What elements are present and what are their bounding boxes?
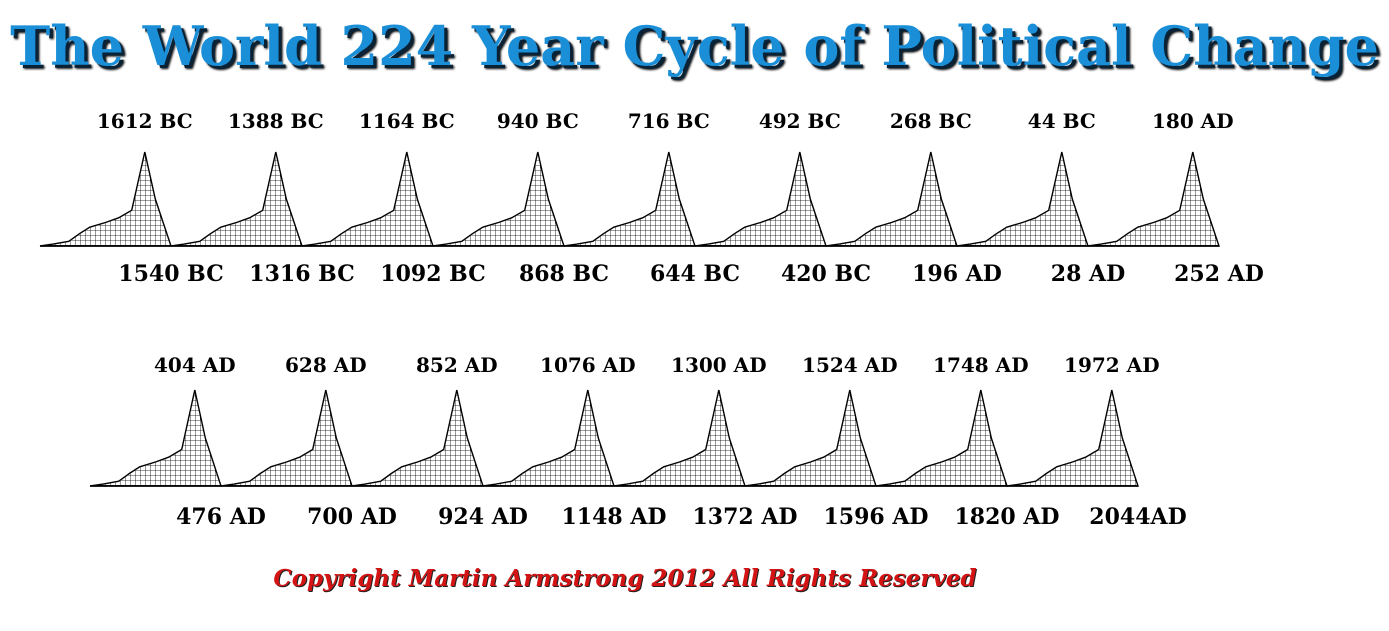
peak-label: 180 AD: [1152, 109, 1234, 133]
trough-label: 1540 BC: [118, 261, 223, 287]
trough-label: 1316 BC: [249, 261, 354, 287]
page-title: The World 224 Year Cycle of Political Ch…: [10, 14, 1379, 78]
trough-label: 924 AD: [438, 504, 528, 530]
peak-label: 940 BC: [497, 109, 579, 133]
peak-label: 404 AD: [154, 353, 236, 377]
cycle-wave: [694, 151, 827, 247]
peak-label: 1300 AD: [671, 353, 767, 377]
trough-label: 1372 AD: [692, 504, 797, 530]
trough-label: 1596 AD: [823, 504, 928, 530]
trough-label: 476 AD: [176, 504, 266, 530]
cycle-wave: [875, 389, 1008, 487]
cycle-wave: [613, 389, 746, 487]
peak-label: 268 BC: [890, 109, 972, 133]
trough-label: 644 BC: [650, 261, 740, 287]
cycle-row-2: 404 AD 476 AD 628 AD 700 AD 852 AD 924 AD 1076…: [89, 353, 1187, 530]
cycle-wave: [220, 389, 353, 487]
cycle-wave: [956, 151, 1089, 247]
copyright-notice: Copyright Martin Armstrong 2012 All Righ…: [273, 565, 977, 592]
cycle-wave: [351, 389, 484, 487]
cycle-wave: [89, 389, 222, 487]
cycle-wave: [170, 151, 303, 247]
cycle-wave: [744, 389, 877, 487]
peak-label: 852 AD: [416, 353, 498, 377]
cycle-wave: [432, 151, 565, 247]
cycle-wave: [482, 389, 615, 487]
peak-label: 1164 BC: [359, 109, 455, 133]
cycle-wave: [1006, 389, 1139, 487]
cycle-row-1: 1612 BC 1540 BC 1388 BC 1316 BC 1164 BC 1092 …: [39, 109, 1264, 287]
trough-label: 1148 AD: [561, 504, 666, 530]
cycle-wave: [301, 151, 434, 247]
peak-label: 44 BC: [1028, 109, 1096, 133]
peak-label: 628 AD: [285, 353, 367, 377]
cycle-wave: [1087, 151, 1220, 247]
peak-label: 716 BC: [628, 109, 710, 133]
cycle-wave: [39, 151, 172, 247]
trough-label: 420 BC: [781, 261, 871, 287]
peak-label: 1748 AD: [933, 353, 1029, 377]
peak-label: 1612 BC: [97, 109, 193, 133]
peak-label: 492 BC: [759, 109, 841, 133]
trough-label: 196 AD: [912, 261, 1002, 287]
trough-label: 700 AD: [307, 504, 397, 530]
trough-label: 868 BC: [519, 261, 609, 287]
peak-label: 1524 AD: [802, 353, 898, 377]
trough-label: 252 AD: [1174, 261, 1264, 287]
trough-label: 28 AD: [1051, 261, 1125, 287]
cycle-wave: [825, 151, 958, 247]
peak-label: 1076 AD: [540, 353, 636, 377]
trough-label: 1092 BC: [380, 261, 485, 287]
trough-label: 1820 AD: [954, 504, 1059, 530]
cycle-wave: [563, 151, 696, 247]
peak-label: 1972 AD: [1064, 353, 1160, 377]
trough-label: 2044AD: [1089, 504, 1186, 530]
peak-label: 1388 BC: [228, 109, 324, 133]
